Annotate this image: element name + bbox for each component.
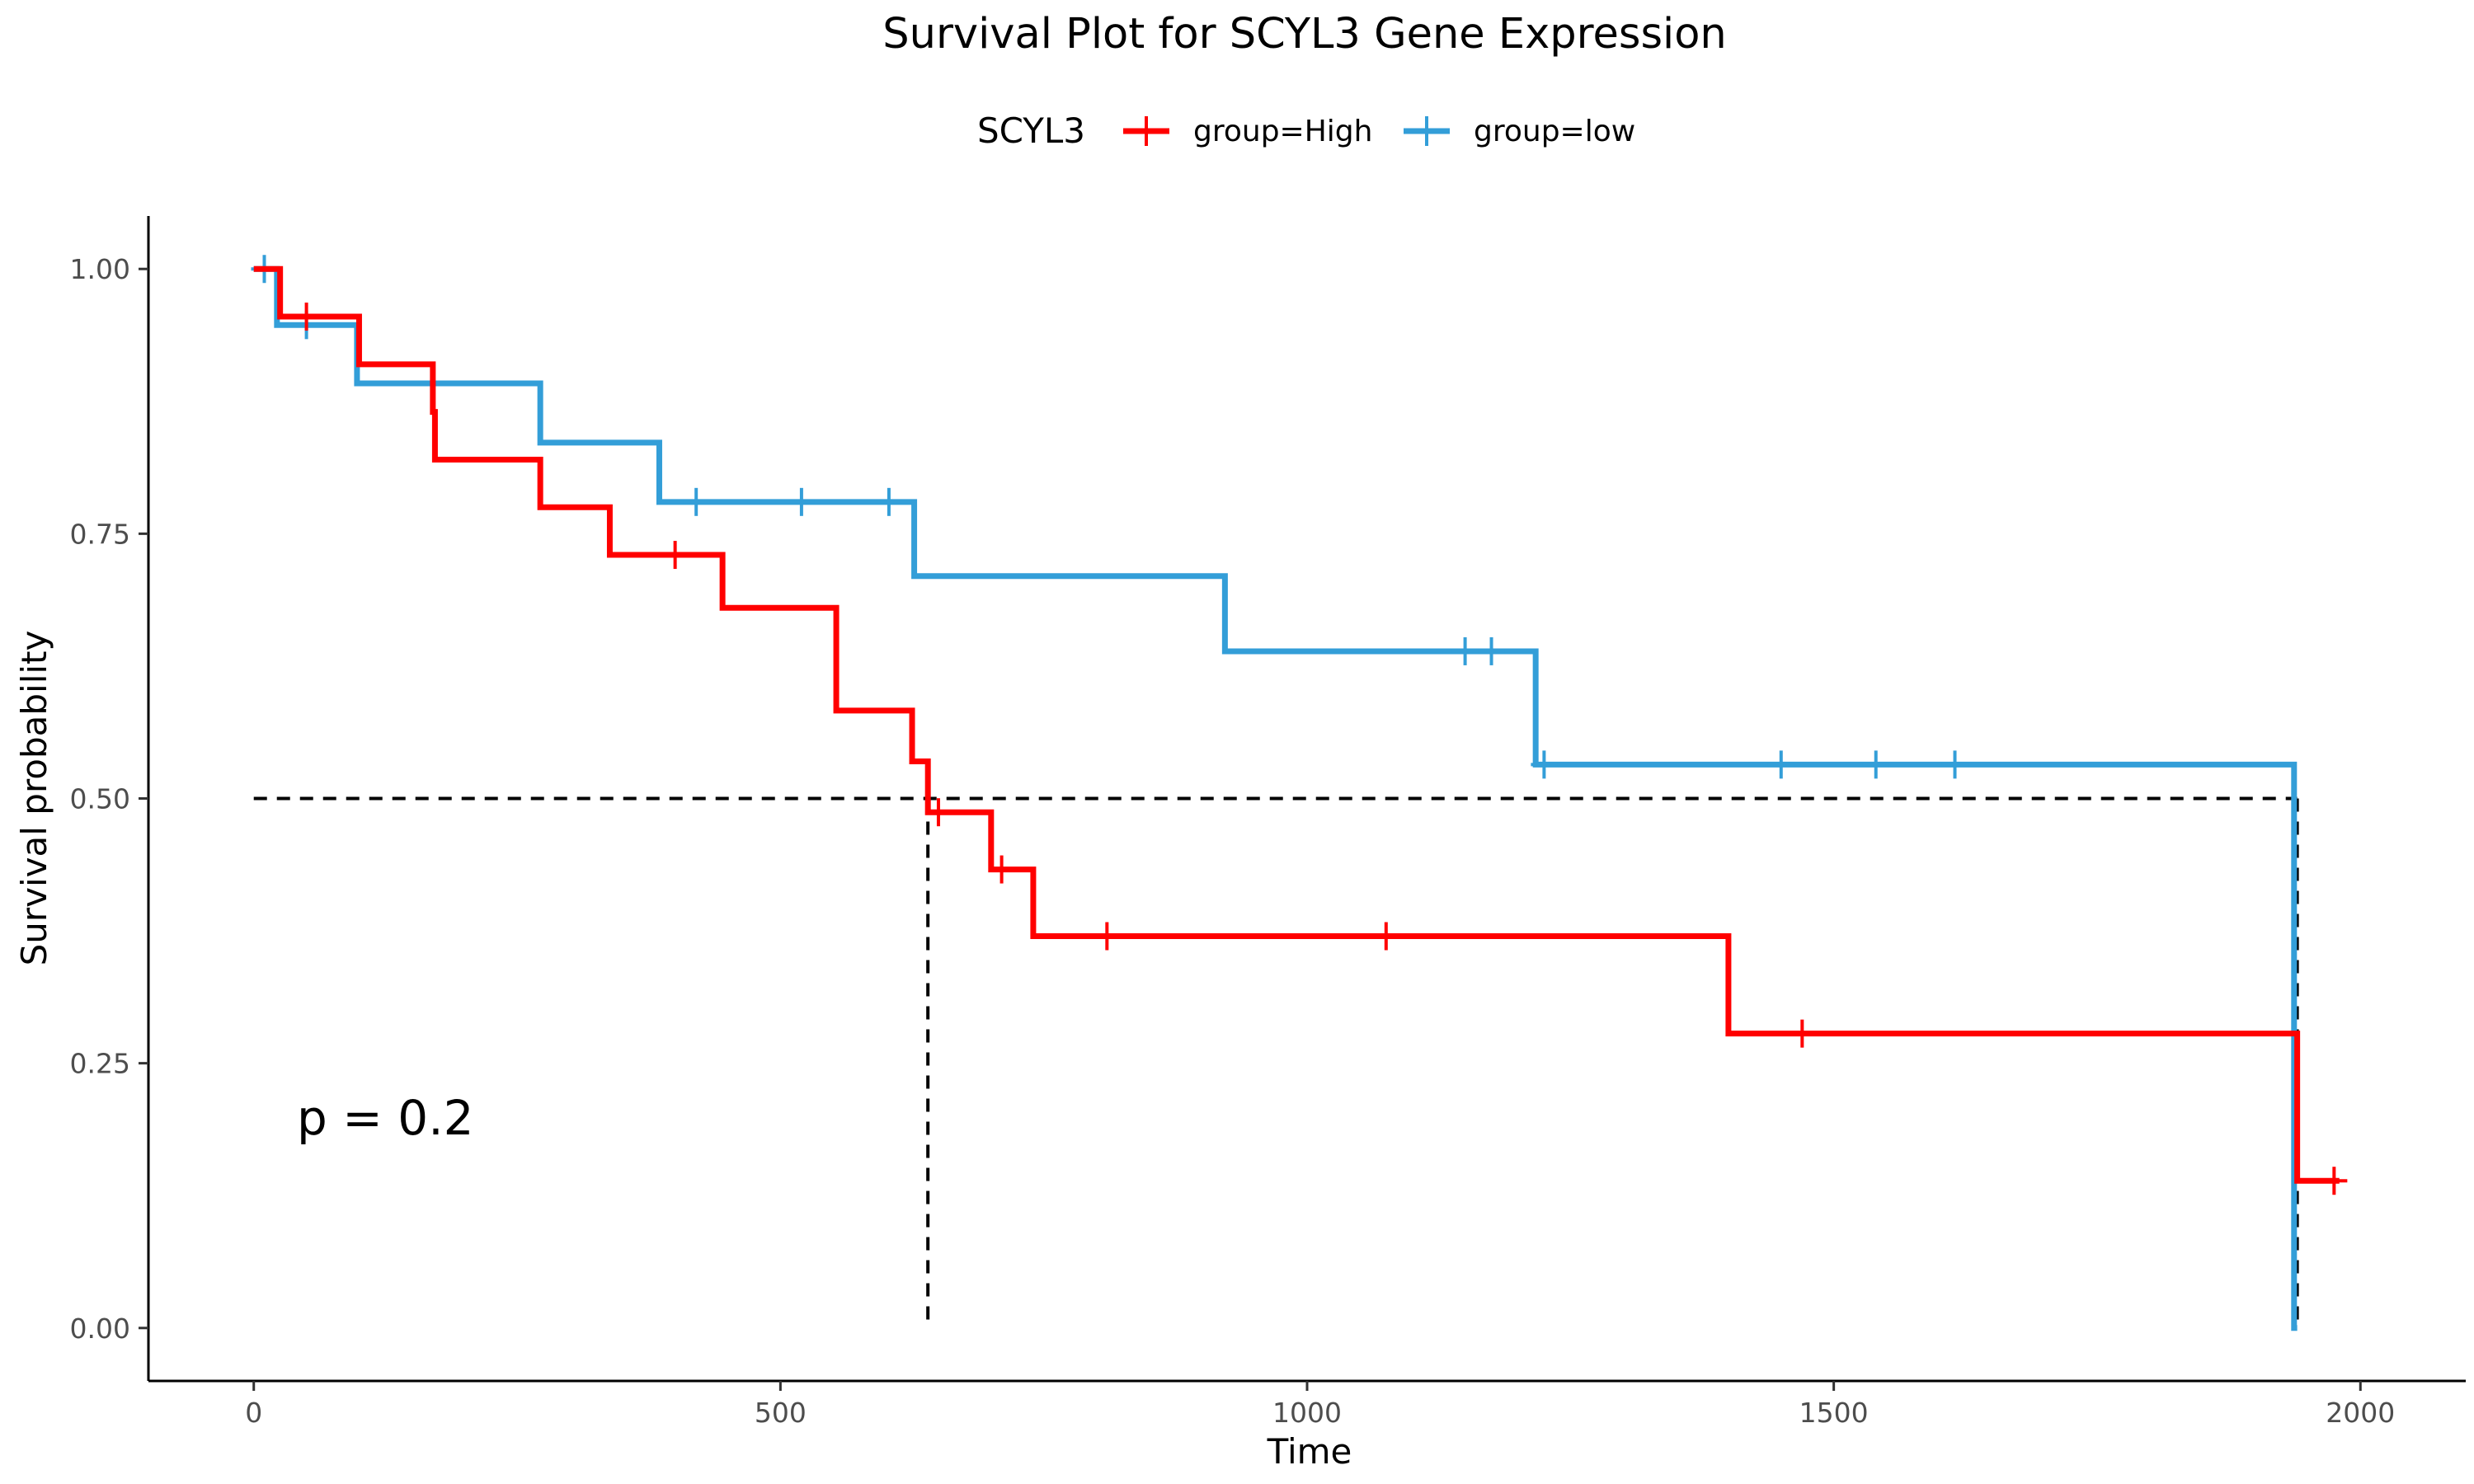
y-tick-label: 0.00 bbox=[70, 1313, 130, 1345]
censor-mark-group-high bbox=[1372, 922, 1399, 951]
censor-mark-group-low bbox=[1451, 636, 1479, 665]
y-tick-label: 1.00 bbox=[70, 253, 130, 285]
censor-mark-group-high bbox=[1789, 1019, 1816, 1048]
censor-mark-group-low bbox=[1862, 750, 1889, 779]
censor-mark-group-high bbox=[661, 541, 689, 570]
legend-entry: group=low bbox=[1404, 115, 1635, 148]
x-tick-label: 1500 bbox=[1799, 1397, 1869, 1429]
legend-label: group=High bbox=[1193, 115, 1372, 148]
x-tick-label: 500 bbox=[755, 1397, 807, 1429]
legend-title: SCYL3 bbox=[977, 110, 1085, 151]
y-tick-label: 0.25 bbox=[70, 1048, 130, 1080]
censor-mark-group-low bbox=[1941, 750, 1968, 779]
censor-mark-group-high bbox=[924, 798, 952, 827]
legend-label: group=low bbox=[1474, 115, 1635, 148]
legend-entry: group=High bbox=[1123, 115, 1372, 148]
y-axis-title: Survival probability bbox=[14, 631, 54, 966]
censor-mark-group-low bbox=[788, 487, 815, 516]
survival-curve-group-low bbox=[253, 265, 2298, 1331]
censor-mark-group-low bbox=[875, 487, 902, 516]
chart-title: Survival Plot for SCYL3 Gene Expression bbox=[882, 10, 1726, 59]
x-tick-label: 1000 bbox=[1272, 1397, 1342, 1429]
legend: SCYL3 group=High group=low bbox=[977, 110, 1635, 151]
censor-mark-group-low bbox=[1767, 750, 1794, 779]
x-axis-title: Time bbox=[1267, 1431, 1352, 1472]
censor-mark-group-low bbox=[683, 487, 710, 516]
censor-mark-group-low bbox=[1478, 636, 1505, 665]
y-tick-label: 0.50 bbox=[70, 783, 130, 815]
p-value-annotation: p = 0.2 bbox=[297, 1090, 474, 1146]
censor-mark-group-high bbox=[988, 855, 1015, 884]
censor-mark-group-high bbox=[2321, 1167, 2348, 1195]
x-tick-label: 0 bbox=[245, 1397, 262, 1429]
censor-mark-group-low bbox=[1531, 750, 1558, 779]
survival-curve-group-high bbox=[253, 265, 2340, 1184]
x-tick-label: 2000 bbox=[2326, 1397, 2395, 1429]
censor-mark-group-high bbox=[1094, 922, 1121, 951]
censor-mark-group-high bbox=[293, 303, 320, 331]
y-tick-label: 0.75 bbox=[70, 518, 130, 550]
